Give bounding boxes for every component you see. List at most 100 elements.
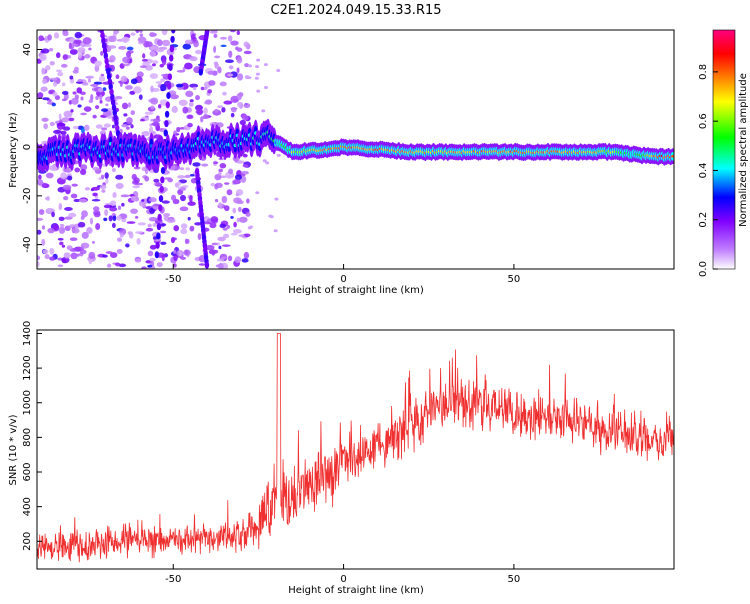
noise-blob (73, 66, 79, 72)
noise-blob (276, 153, 281, 157)
noise-blob (265, 161, 270, 165)
noise-blob (126, 46, 134, 51)
noise-blob (222, 91, 227, 96)
noise-blob (255, 191, 260, 195)
noise-blob (262, 159, 267, 163)
noise-blob (230, 40, 239, 46)
noise-blob (68, 42, 72, 50)
noise-blob (88, 251, 96, 260)
noise-blob (160, 241, 167, 245)
noise-blob (236, 93, 242, 101)
noise-blob (109, 200, 117, 207)
noise-blob (48, 77, 58, 81)
noise-blob (194, 49, 202, 55)
noise-blob (60, 172, 67, 180)
chart-title: C2E1.2024.049.15.33.R15 (270, 3, 441, 18)
noise-blob (145, 227, 154, 232)
noise-blob (149, 244, 157, 250)
noise-blob (217, 236, 226, 242)
noise-blob (121, 102, 129, 110)
top-y-ticks: -40 -20 0 20 40 (22, 43, 42, 253)
noise-blob (136, 71, 144, 78)
noise-blob (41, 48, 50, 54)
noise-blob (130, 110, 135, 116)
noise-blob (178, 251, 182, 257)
top-x-ticks: -50 0 50 (165, 264, 520, 285)
noise-blob (213, 33, 218, 39)
noise-blob (161, 73, 167, 77)
noise-blob (41, 140, 48, 145)
noise-blob (37, 229, 42, 235)
noise-blob (189, 225, 195, 232)
noise-blob (42, 97, 50, 101)
noise-blob (205, 244, 215, 251)
noise-blob (255, 72, 260, 76)
noise-blob (268, 214, 273, 218)
noise-blob (64, 207, 73, 211)
noise-blob (256, 58, 261, 62)
noise-blob (227, 35, 233, 42)
noise-blob (51, 211, 55, 218)
y-tick-label: 800 (22, 428, 33, 447)
noise-blob (102, 87, 107, 92)
noise-blob (57, 264, 64, 268)
noise-blob (216, 242, 220, 246)
noise-blob (134, 216, 139, 219)
noise-blob (69, 49, 78, 55)
noise-blob (49, 247, 55, 255)
noise-blob (130, 208, 138, 214)
noise-blob (236, 73, 244, 81)
top-plot-frame (36, 29, 675, 270)
streak-blob (198, 68, 203, 76)
noise-blob (228, 50, 233, 58)
noise-blob (220, 44, 227, 48)
bottom-x-ticks: -50 0 50 (165, 564, 520, 585)
noise-blob (219, 223, 227, 229)
snr-panel: -50 0 50 200 400 600 800 1000 1200 1400 Height o… (8, 321, 675, 596)
noise-blob (137, 36, 147, 43)
noise-blob (150, 97, 159, 105)
noise-blob (39, 53, 47, 62)
noise-blob (121, 202, 125, 207)
noise-blob (247, 226, 252, 230)
noise-blob (121, 123, 128, 128)
noise-blob (84, 54, 91, 59)
noise-blob (214, 108, 219, 113)
noise-blob (88, 47, 92, 51)
noise-blob (116, 215, 122, 221)
noise-blob (235, 160, 245, 164)
noise-blob (52, 91, 58, 97)
noise-blob (122, 56, 130, 64)
y-tick-label: -40 (22, 236, 33, 252)
noise-blob (213, 45, 217, 53)
noise-blob (198, 263, 206, 266)
noise-blob (176, 69, 186, 73)
noise-blob (98, 177, 102, 181)
noise-blob (149, 207, 155, 214)
noise-blob (185, 167, 190, 171)
noise-blob (91, 186, 100, 191)
noise-blob (77, 47, 86, 54)
noise-blob (77, 221, 86, 228)
noise-blob (274, 197, 279, 201)
noise-blob (37, 260, 40, 268)
noise-blob (104, 209, 109, 216)
noise-blob (62, 54, 69, 61)
noise-blob (214, 173, 222, 181)
noise-blob (58, 113, 62, 120)
noise-blob (236, 56, 243, 64)
noise-blob (81, 210, 88, 218)
noise-blob (243, 50, 252, 55)
noise-blob (133, 86, 142, 94)
noise-blob (234, 174, 242, 181)
noise-blob (153, 178, 160, 183)
noise-blob (203, 86, 208, 90)
noise-blob (152, 60, 159, 64)
noise-blob (57, 71, 64, 77)
noise-blob (223, 182, 230, 185)
noise-blob (134, 258, 142, 263)
noise-blob (61, 90, 69, 95)
noise-blob (149, 126, 154, 134)
noise-blob (195, 104, 203, 111)
streak-blob (160, 176, 165, 184)
